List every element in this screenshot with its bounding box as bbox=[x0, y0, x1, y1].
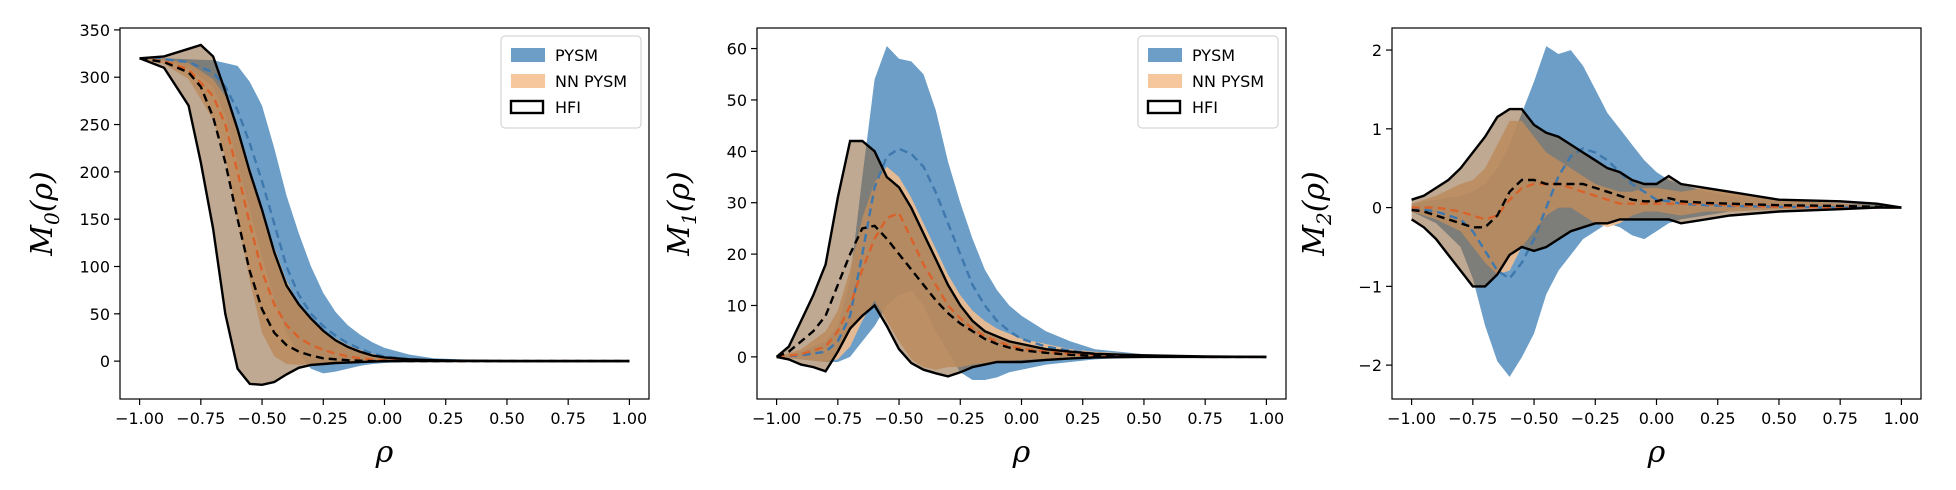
x-tick-label: −1.00 bbox=[1387, 409, 1436, 428]
x-tick-label: 1.00 bbox=[1884, 409, 1920, 428]
x-tick-label: −0.75 bbox=[176, 409, 225, 428]
x-tick-label: −0.25 bbox=[936, 409, 985, 428]
y-axis-label-main: M bbox=[1297, 224, 1332, 257]
x-tick-label: 0.50 bbox=[1761, 409, 1797, 428]
mean-line-hfi bbox=[139, 57, 630, 363]
x-tick-label: −0.50 bbox=[1510, 409, 1559, 428]
x-tick-label: 1.00 bbox=[612, 409, 648, 428]
y-tick-label: 0 bbox=[737, 348, 747, 367]
band-pysm bbox=[139, 58, 630, 374]
y-axis-label: M0(ρ) bbox=[25, 171, 64, 257]
y-axis-label-tail: (ρ) bbox=[662, 171, 697, 212]
x-tick-label: −1.00 bbox=[115, 409, 164, 428]
y-tick-label: 50 bbox=[90, 305, 110, 324]
x-tick-label: −1.00 bbox=[752, 409, 801, 428]
y-axis-label-main: M bbox=[25, 224, 60, 257]
legend-label-pysm: PYSM bbox=[555, 46, 598, 65]
x-axis-label: ρ bbox=[1012, 435, 1031, 470]
legend: PYSM NN PYSM HFI bbox=[1137, 35, 1279, 129]
y-axis-label: M2(ρ) bbox=[1297, 171, 1336, 257]
band-hfi-overlay bbox=[139, 45, 630, 385]
y-tick-label: 0 bbox=[100, 352, 110, 371]
y-axis-label: M1(ρ) bbox=[662, 171, 701, 257]
hfi-upper-line bbox=[775, 139, 1267, 359]
hfi-upper-line bbox=[1411, 107, 1902, 209]
y-tick-label: 150 bbox=[79, 210, 110, 229]
x-tick-label: −0.25 bbox=[299, 409, 348, 428]
y-axis-label-tail: (ρ) bbox=[1297, 171, 1332, 212]
legend-swatch-nn-pysm bbox=[511, 74, 545, 88]
x-tick-label: −0.25 bbox=[1571, 409, 1620, 428]
hfi-lower-line bbox=[776, 303, 1267, 378]
x-tick-label: 0.25 bbox=[1065, 409, 1101, 428]
x-tick-label: −0.75 bbox=[813, 409, 862, 428]
x-tick-label: 0.00 bbox=[1639, 409, 1675, 428]
y-tick-label: −2 bbox=[1358, 356, 1382, 375]
y-axis-label-sub: 2 bbox=[1312, 212, 1336, 226]
plot-area bbox=[139, 43, 630, 387]
y-tick-label: 350 bbox=[79, 21, 110, 40]
plot-area bbox=[1410, 46, 1902, 377]
hfi-lower-line bbox=[1410, 206, 1902, 288]
legend-label-nn-pysm: NN PYSM bbox=[1192, 72, 1264, 91]
y-axis-label-tail: (ρ) bbox=[25, 171, 60, 212]
x-axis-label: ρ bbox=[375, 435, 394, 470]
mean-line-nn-pysm bbox=[1411, 182, 1902, 221]
chart-panel-1: −1.00 −0.75 −0.50 −0.25 0.00 0.25 0.50 0.75 1.00… bbox=[25, 21, 650, 470]
band-pysm bbox=[776, 46, 1267, 380]
plot-area bbox=[775, 46, 1267, 380]
x-tick-label: −0.75 bbox=[1448, 409, 1497, 428]
legend-label-hfi: HFI bbox=[555, 98, 581, 117]
x-tick-label: 1.00 bbox=[1249, 409, 1285, 428]
x-tick-label: 0.25 bbox=[1700, 409, 1736, 428]
x-tick-label: 0.25 bbox=[428, 409, 464, 428]
band-hfi-overlay bbox=[776, 141, 1267, 377]
x-tick-label: −0.50 bbox=[238, 409, 287, 428]
y-axis-label-sub: 1 bbox=[677, 212, 701, 225]
y-tick-label: 300 bbox=[79, 68, 110, 87]
legend-swatch-pysm bbox=[1148, 48, 1182, 62]
legend-label-hfi: HFI bbox=[1192, 98, 1218, 117]
chart-panel-2: −1.00 −0.75 −0.50 −0.25 0.00 0.25 0.50 0.75 1.00… bbox=[662, 27, 1287, 470]
y-tick-label: 2 bbox=[1372, 41, 1382, 60]
legend-label-nn-pysm: NN PYSM bbox=[555, 72, 627, 91]
y-tick-label: 40 bbox=[727, 142, 747, 161]
x-tick-label: 0.50 bbox=[1126, 409, 1162, 428]
y-tick-label: −1 bbox=[1358, 277, 1382, 296]
legend-swatch-hfi bbox=[509, 99, 545, 115]
y-tick-label: 20 bbox=[727, 245, 747, 264]
x-tick-label: 0.00 bbox=[367, 409, 403, 428]
legend-swatch-pysm bbox=[511, 48, 545, 62]
band-hfi-overlay bbox=[1411, 109, 1902, 287]
mean-line-pysm bbox=[776, 147, 1267, 359]
x-tick-label: 0.00 bbox=[1004, 409, 1040, 428]
legend-label-pysm: PYSM bbox=[1192, 46, 1235, 65]
x-tick-label: −0.50 bbox=[875, 409, 924, 428]
y-tick-label: 60 bbox=[727, 40, 747, 59]
y-tick-label: 200 bbox=[79, 163, 110, 182]
y-tick-label: 50 bbox=[727, 91, 747, 110]
x-tick-label: 0.75 bbox=[550, 409, 586, 428]
y-axis-label-main: M bbox=[662, 224, 697, 257]
y-tick-label: 0 bbox=[1372, 199, 1382, 218]
x-tick-label: 0.75 bbox=[1187, 409, 1223, 428]
y-tick-label: 100 bbox=[79, 258, 110, 277]
x-tick-label: 0.50 bbox=[489, 409, 525, 428]
legend: PYSM NN PYSM HFI bbox=[500, 35, 642, 129]
x-tick-label: 0.75 bbox=[1822, 409, 1858, 428]
x-axis-label: ρ bbox=[1647, 435, 1666, 470]
y-tick-label: 250 bbox=[79, 116, 110, 135]
y-tick-label: 1 bbox=[1372, 120, 1382, 139]
mean-line-hfi bbox=[1411, 178, 1902, 229]
y-axis-label-sub: 0 bbox=[40, 212, 64, 225]
y-tick-label: 30 bbox=[727, 194, 747, 213]
legend-swatch-hfi bbox=[1146, 99, 1182, 115]
legend-swatch-nn-pysm bbox=[1148, 74, 1182, 88]
y-tick-label: 10 bbox=[727, 296, 747, 315]
chart-panel-3: −1.00 −0.75 −0.50 −0.25 0.00 0.25 0.50 0.75 1.00… bbox=[1297, 27, 1922, 470]
